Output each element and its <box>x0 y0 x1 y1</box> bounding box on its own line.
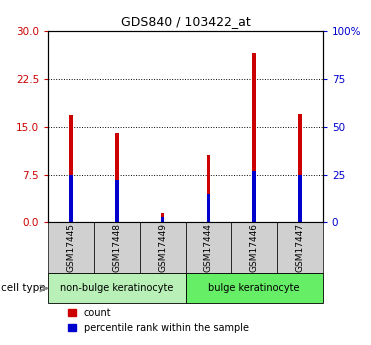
FancyBboxPatch shape <box>48 274 186 303</box>
Bar <box>207 194 210 223</box>
FancyBboxPatch shape <box>186 223 231 274</box>
FancyBboxPatch shape <box>277 223 323 274</box>
Legend: count, percentile rank within the sample: count, percentile rank within the sample <box>64 304 252 337</box>
Text: GSM17449: GSM17449 <box>158 224 167 273</box>
Bar <box>161 217 164 223</box>
FancyBboxPatch shape <box>94 223 140 274</box>
Text: non-bulge keratinocyte: non-bulge keratinocyte <box>60 283 174 293</box>
Bar <box>298 175 302 223</box>
Bar <box>115 133 119 223</box>
Bar <box>252 171 256 223</box>
FancyBboxPatch shape <box>231 223 277 274</box>
Text: bulge keratinocyte: bulge keratinocyte <box>209 283 300 293</box>
Text: cell type: cell type <box>1 283 46 293</box>
Bar <box>69 115 73 223</box>
Text: GSM17447: GSM17447 <box>295 224 304 273</box>
Text: GSM17445: GSM17445 <box>67 224 76 273</box>
FancyBboxPatch shape <box>186 274 323 303</box>
Bar <box>207 156 210 223</box>
Bar <box>115 180 119 223</box>
Bar <box>69 175 73 223</box>
Title: GDS840 / 103422_at: GDS840 / 103422_at <box>121 16 250 29</box>
Bar <box>252 53 256 223</box>
FancyBboxPatch shape <box>48 223 94 274</box>
FancyBboxPatch shape <box>140 223 186 274</box>
Text: GSM17448: GSM17448 <box>112 224 121 273</box>
Text: GSM17444: GSM17444 <box>204 224 213 273</box>
Bar <box>161 213 164 223</box>
Bar <box>298 114 302 223</box>
Text: GSM17446: GSM17446 <box>250 224 259 273</box>
